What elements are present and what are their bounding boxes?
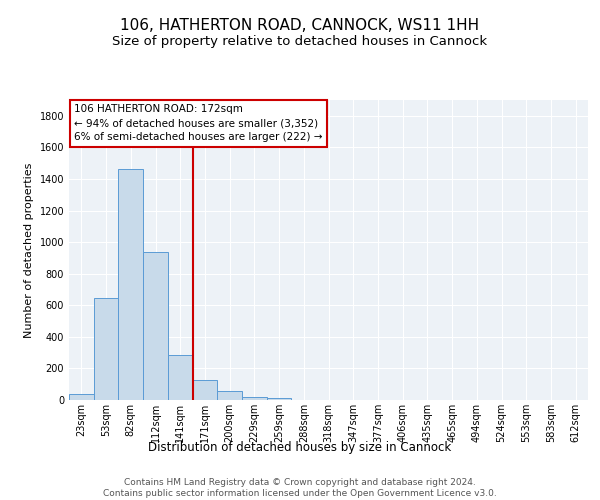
Bar [267, 398, 292, 400]
Text: 106 HATHERTON ROAD: 172sqm
← 94% of detached houses are smaller (3,352)
6% of se: 106 HATHERTON ROAD: 172sqm ← 94% of deta… [74, 104, 323, 142]
Bar [193, 380, 217, 400]
Text: Distribution of detached houses by size in Cannock: Distribution of detached houses by size … [148, 441, 452, 454]
Text: Size of property relative to detached houses in Cannock: Size of property relative to detached ho… [112, 35, 488, 48]
Text: 106, HATHERTON ROAD, CANNOCK, WS11 1HH: 106, HATHERTON ROAD, CANNOCK, WS11 1HH [121, 18, 479, 32]
Bar [118, 168, 143, 400]
Bar [94, 298, 118, 400]
Text: Contains HM Land Registry data © Crown copyright and database right 2024.
Contai: Contains HM Land Registry data © Crown c… [103, 478, 497, 498]
Y-axis label: Number of detached properties: Number of detached properties [24, 162, 34, 338]
Bar [242, 397, 267, 400]
Bar [168, 355, 193, 400]
Bar [69, 394, 94, 400]
Bar [143, 252, 168, 400]
Bar [217, 392, 242, 400]
